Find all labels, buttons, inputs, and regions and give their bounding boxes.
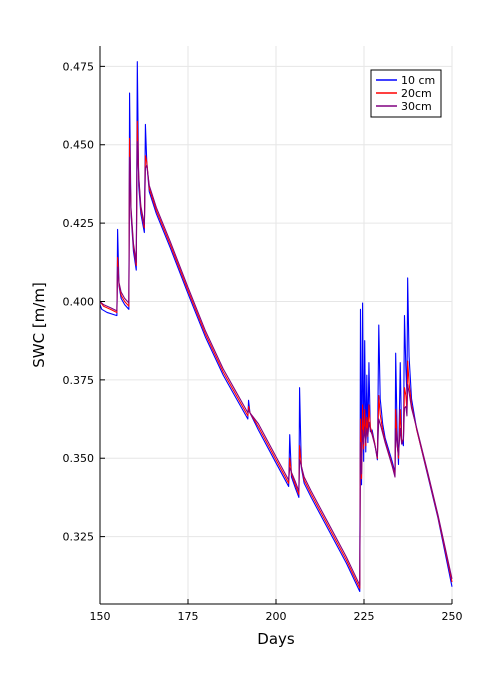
series-line-1 [99, 120, 453, 589]
x-tick-label-4: 250 [442, 610, 463, 623]
axes [99, 46, 453, 605]
grid-lines [99, 46, 453, 604]
y-tick-label-5: 0.450 [63, 139, 95, 152]
x-tick-label-0: 150 [90, 610, 111, 623]
y-tick-label-0: 0.325 [63, 531, 95, 544]
x-tick-label-1: 175 [178, 610, 199, 623]
y-tick-label-6: 0.475 [63, 60, 95, 73]
y-tick-label-1: 0.350 [63, 452, 95, 465]
series-line-2 [99, 141, 453, 586]
legend-label-1: 20cm [401, 87, 432, 100]
x-axis-label: Days [257, 630, 295, 648]
x-tick-label-2: 200 [266, 610, 287, 623]
series-line-0 [99, 61, 453, 593]
y-tick-label-4: 0.425 [63, 217, 95, 230]
legend-label-0: 10 cm [401, 74, 435, 87]
y-tick-label-3: 0.400 [63, 295, 95, 308]
legend-label-2: 30cm [401, 100, 432, 113]
y-axis-label: SWC [m/m] [30, 282, 48, 368]
y-tick-label-2: 0.375 [63, 374, 95, 387]
series-lines [99, 61, 453, 593]
tick-labels: 150 175 200 225 250 0.325 0.350 0.375 0.400 0.425… [63, 60, 463, 623]
x-tick-label-3: 225 [354, 610, 375, 623]
